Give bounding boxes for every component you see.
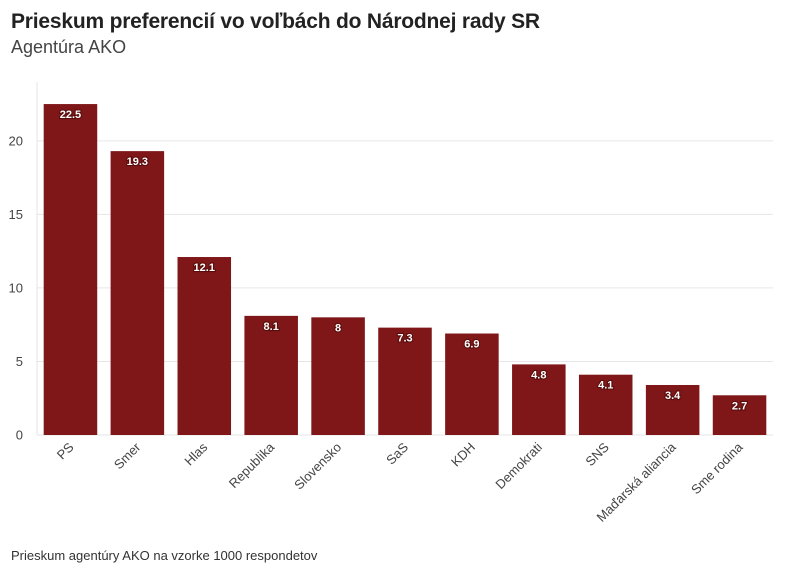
x-axis: PS Smer Hlas Republika Slovensko SaS KDH Demokr… bbox=[54, 439, 747, 525]
bar-value-label: 12.1 bbox=[194, 262, 215, 274]
bar-value-label: 3.4 bbox=[665, 390, 681, 402]
x-tick-label: Smer bbox=[111, 439, 144, 472]
bar-value-label: 6.9 bbox=[464, 339, 479, 351]
bar bbox=[645, 384, 700, 435]
y-tick-label: 20 bbox=[9, 133, 23, 148]
y-tick-label: 15 bbox=[9, 207, 23, 222]
x-tick-label: Republika bbox=[226, 439, 278, 491]
bar bbox=[177, 257, 232, 435]
bar-value-label: 7.3 bbox=[397, 333, 412, 345]
bar-value-label: 8 bbox=[335, 322, 341, 334]
bar-value-label: 4.8 bbox=[531, 369, 546, 381]
x-tick-label: SaS bbox=[383, 439, 411, 467]
bars bbox=[43, 104, 767, 436]
y-axis: 0 5 10 15 20 bbox=[9, 133, 23, 442]
bar bbox=[43, 104, 98, 435]
bar bbox=[311, 317, 365, 435]
x-tick-label: PS bbox=[54, 439, 77, 462]
bar bbox=[110, 151, 165, 436]
bar-labels: 22.5 19.3 12.1 8.1 8 7.3 6.9 4.8 4.1 3.4 2.7 bbox=[59, 108, 749, 413]
chart-title: Prieskum preferencií vo voľbách do Národ… bbox=[11, 10, 540, 33]
bar-value-label: 19.3 bbox=[127, 156, 148, 168]
x-tick-label: Sme rodina bbox=[688, 439, 746, 497]
bar bbox=[445, 333, 499, 435]
bar bbox=[512, 364, 566, 435]
bar-value-label: 8.1 bbox=[264, 321, 279, 333]
bar-value-label: 2.7 bbox=[732, 400, 747, 412]
bar bbox=[712, 395, 767, 435]
bar-value-label: 4.1 bbox=[598, 380, 613, 392]
bar-value-label: 22.5 bbox=[60, 109, 81, 121]
bar bbox=[244, 315, 298, 435]
x-tick-label: KDH bbox=[448, 440, 478, 470]
chart-subtitle: Agentúra AKO bbox=[11, 37, 127, 57]
bar bbox=[578, 374, 633, 435]
x-tick-label: Slovensko bbox=[291, 440, 344, 493]
y-tick-label: 5 bbox=[16, 354, 23, 369]
chart-footnote: Prieskum agentúry AKO na vzorke 1000 res… bbox=[11, 548, 318, 563]
x-tick-label: Demokrati bbox=[492, 439, 545, 492]
y-tick-label: 10 bbox=[9, 280, 23, 295]
bar bbox=[378, 327, 432, 435]
y-tick-label: 0 bbox=[16, 428, 23, 443]
x-tick-label: Hlas bbox=[181, 439, 210, 468]
x-tick-label: SNS bbox=[582, 439, 612, 469]
